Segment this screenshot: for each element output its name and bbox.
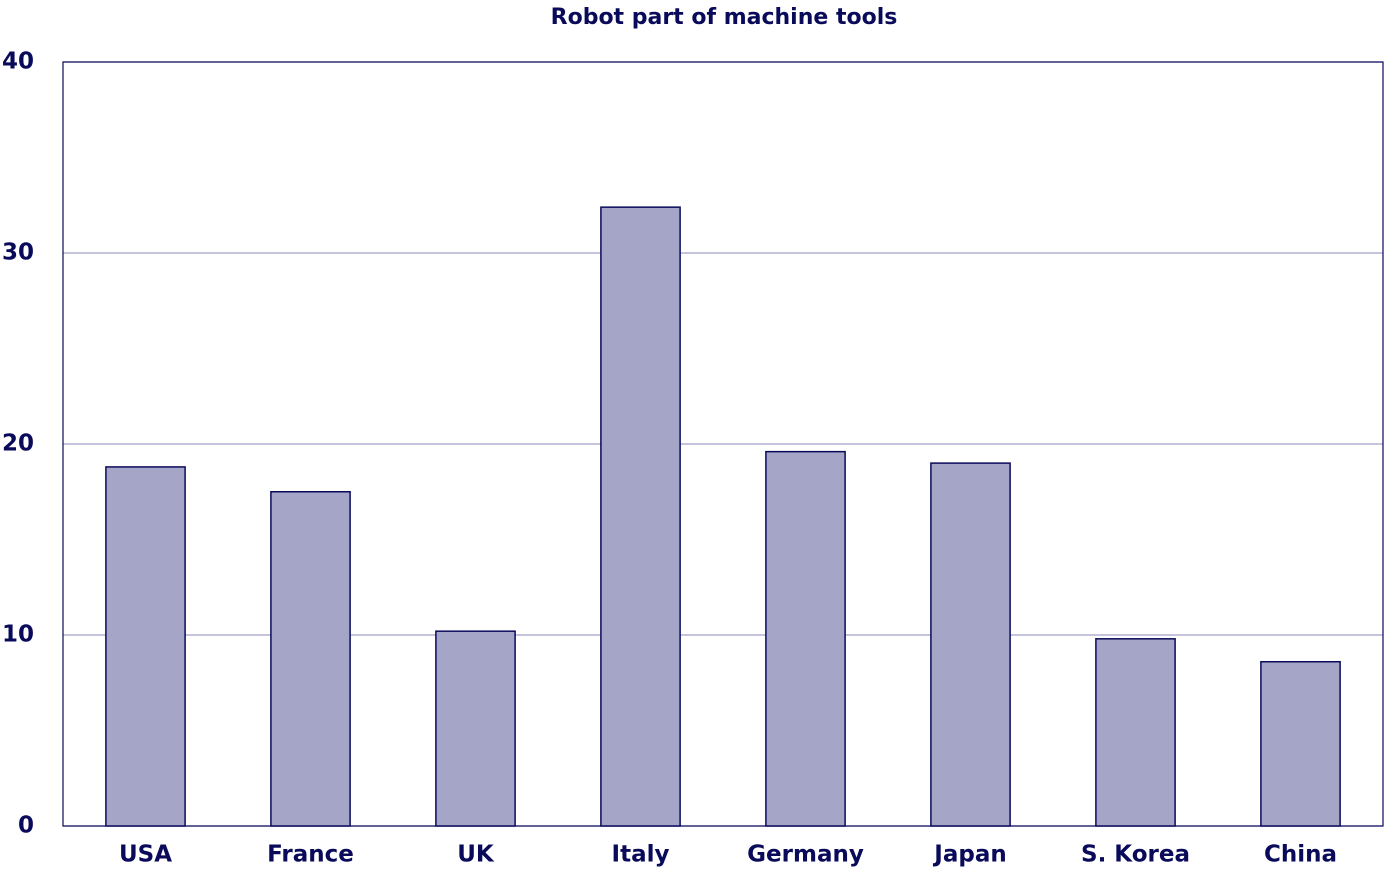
bar	[105, 466, 186, 827]
bar	[600, 206, 681, 827]
x-tick-label: USA	[119, 842, 172, 868]
bar	[1260, 660, 1341, 827]
bar	[270, 491, 351, 827]
y-tick-label: 10	[2, 622, 34, 648]
x-tick-label: UK	[457, 842, 495, 868]
bar	[930, 462, 1011, 827]
y-tick-label: 20	[2, 431, 34, 457]
bar	[1095, 638, 1176, 827]
x-tick-label: S. Korea	[1081, 842, 1190, 868]
x-tick-label: China	[1264, 842, 1337, 868]
plot-frame	[62, 61, 1384, 827]
y-tick-label: 0	[18, 813, 34, 839]
x-tick-label: Germany	[747, 842, 864, 868]
chart-title: Robot part of machine tools	[551, 5, 898, 30]
y-tick-label: 40	[2, 49, 34, 75]
bar	[435, 630, 516, 827]
x-tick-label: Japan	[932, 842, 1006, 868]
x-tick-label: France	[267, 842, 354, 868]
bar	[765, 450, 846, 827]
x-tick-label: Italy	[612, 842, 670, 868]
y-tick-label: 30	[2, 240, 34, 266]
